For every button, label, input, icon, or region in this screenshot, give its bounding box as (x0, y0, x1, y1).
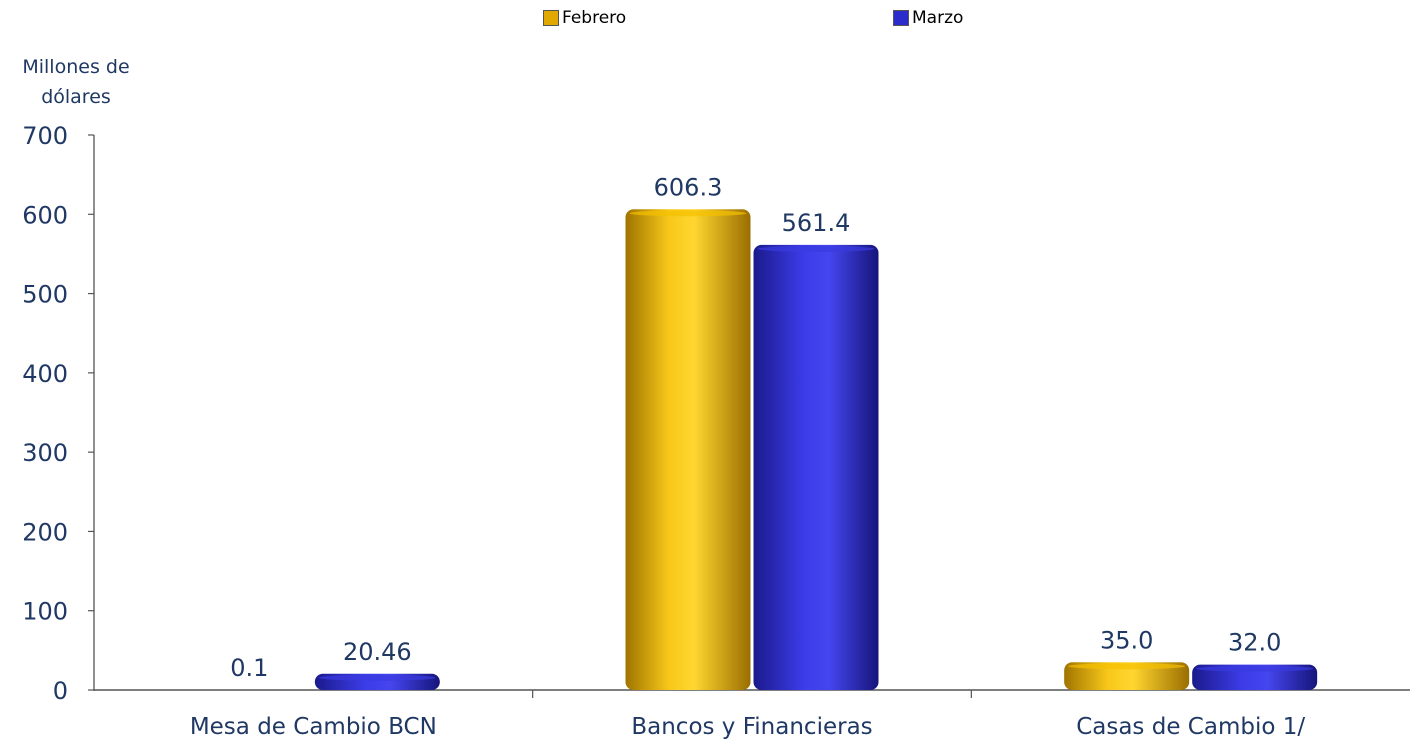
legend-swatch-marzo (893, 10, 909, 26)
x-tick-label: Bancos y Financieras (631, 714, 872, 740)
bar-top-highlight (1196, 665, 1314, 672)
data-label: 0.1 (230, 654, 268, 682)
x-tick-label: Casas de Cambio 1/ (1076, 714, 1305, 740)
bar-top-highlight (318, 674, 436, 681)
y-tick-label: 0 (53, 677, 68, 705)
legend-swatch-febrero (543, 10, 559, 26)
legend-label-febrero: Febrero (562, 8, 627, 28)
y-tick-label: 400 (22, 360, 68, 388)
bar-top-highlight (629, 210, 747, 217)
data-label: 35.0 (1100, 626, 1153, 654)
data-label: 561.4 (782, 209, 851, 237)
bar-febrero (1064, 662, 1190, 690)
legend-label-marzo: Marzo (912, 8, 964, 28)
y-tick-label: 700 (22, 122, 68, 150)
x-tick-label: Mesa de Cambio BCN (190, 714, 437, 740)
y-tick-label: 200 (22, 518, 68, 546)
y-tick-label: 100 (22, 598, 68, 626)
y-axis-title: Millones de (22, 56, 129, 78)
legend-item-febrero: Febrero (543, 8, 626, 28)
bar-marzo (753, 244, 879, 690)
legend-item-marzo: Marzo (893, 8, 963, 28)
y-tick-label: 600 (22, 201, 68, 229)
bar-top-highlight (1068, 663, 1186, 670)
data-label: 20.46 (343, 638, 412, 666)
bar-febrero (625, 209, 751, 690)
y-tick-label: 500 (22, 281, 68, 309)
y-axis-title: dólares (41, 86, 111, 108)
data-label: 32.0 (1228, 629, 1281, 657)
bar-top-highlight (757, 245, 875, 252)
y-tick-label: 300 (22, 439, 68, 467)
data-label: 606.3 (654, 173, 723, 201)
